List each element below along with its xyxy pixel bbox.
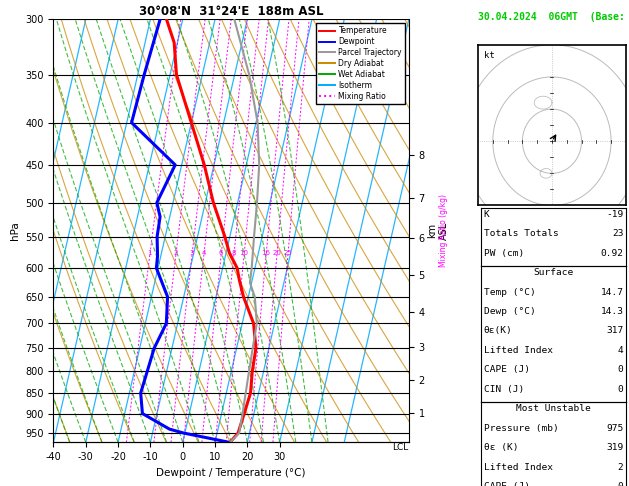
Text: 25: 25 — [284, 250, 292, 256]
Text: 8: 8 — [231, 250, 236, 256]
Text: 14.3: 14.3 — [600, 307, 623, 316]
Text: CAPE (J): CAPE (J) — [484, 482, 530, 486]
Text: 4: 4 — [618, 346, 623, 355]
Y-axis label: km
ASL: km ASL — [428, 222, 449, 240]
Text: Dewp (°C): Dewp (°C) — [484, 307, 535, 316]
Text: 319: 319 — [606, 443, 623, 452]
Text: Totals Totals: Totals Totals — [484, 229, 559, 238]
Title: 30°08'N  31°24'E  188m ASL: 30°08'N 31°24'E 188m ASL — [139, 5, 323, 18]
Text: kt: kt — [484, 51, 494, 60]
Text: Mixing Ratio (g/kg): Mixing Ratio (g/kg) — [439, 194, 448, 267]
Text: PW (cm): PW (cm) — [484, 249, 524, 258]
Text: 2: 2 — [618, 463, 623, 471]
Text: 30.04.2024  06GMT  (Base: 12): 30.04.2024 06GMT (Base: 12) — [478, 12, 629, 22]
Legend: Temperature, Dewpoint, Parcel Trajectory, Dry Adiabat, Wet Adiabat, Isotherm, Mi: Temperature, Dewpoint, Parcel Trajectory… — [316, 23, 405, 104]
Text: -19: -19 — [606, 210, 623, 219]
Text: 23: 23 — [612, 229, 623, 238]
Text: 317: 317 — [606, 327, 623, 335]
Text: LCL: LCL — [392, 443, 409, 451]
Text: Lifted Index: Lifted Index — [484, 346, 553, 355]
Text: 0: 0 — [618, 385, 623, 394]
Text: θε (K): θε (K) — [484, 443, 518, 452]
Text: 20: 20 — [272, 250, 281, 256]
Text: CIN (J): CIN (J) — [484, 385, 524, 394]
Text: 4: 4 — [201, 250, 206, 256]
X-axis label: Dewpoint / Temperature (°C): Dewpoint / Temperature (°C) — [157, 468, 306, 478]
Text: Surface: Surface — [533, 268, 574, 277]
Text: 0.92: 0.92 — [600, 249, 623, 258]
Text: Lifted Index: Lifted Index — [484, 463, 553, 471]
Y-axis label: hPa: hPa — [9, 222, 19, 240]
Text: 10: 10 — [240, 250, 248, 256]
Text: θε(K): θε(K) — [484, 327, 513, 335]
Text: K: K — [484, 210, 489, 219]
Text: 1: 1 — [147, 250, 152, 256]
Text: Pressure (mb): Pressure (mb) — [484, 424, 559, 433]
Text: 0: 0 — [618, 482, 623, 486]
Text: 975: 975 — [606, 424, 623, 433]
Text: 16: 16 — [262, 250, 270, 256]
Text: 6: 6 — [219, 250, 223, 256]
Text: 0: 0 — [618, 365, 623, 374]
Text: 3: 3 — [189, 250, 194, 256]
Text: Temp (°C): Temp (°C) — [484, 288, 535, 296]
Text: Most Unstable: Most Unstable — [516, 404, 591, 413]
Text: 2: 2 — [174, 250, 178, 256]
Text: 14.7: 14.7 — [600, 288, 623, 296]
Text: CAPE (J): CAPE (J) — [484, 365, 530, 374]
